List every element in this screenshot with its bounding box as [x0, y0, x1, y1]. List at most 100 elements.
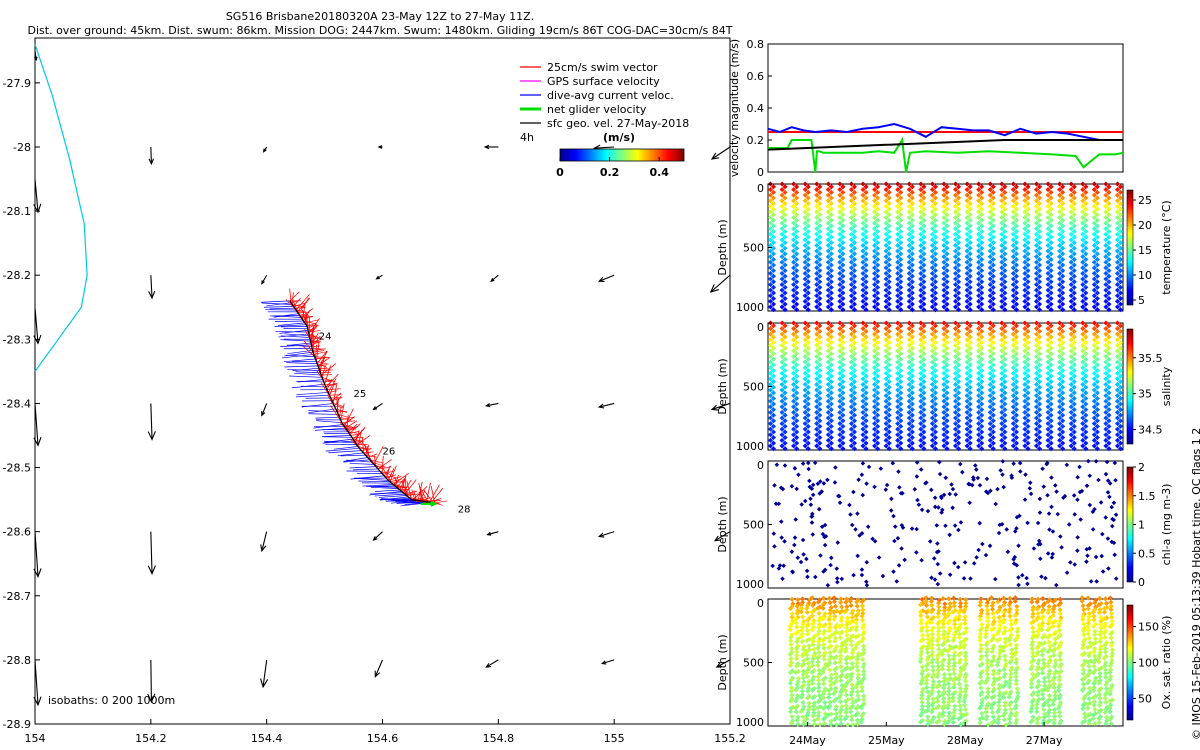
section-point — [1002, 212, 1008, 218]
section-point — [1002, 273, 1008, 279]
vector-shaft — [598, 274, 615, 282]
section-point — [932, 245, 938, 251]
section-point — [953, 270, 959, 276]
dac-vector — [261, 302, 293, 305]
section-ytick-label: 500 — [743, 519, 764, 532]
section-point — [990, 301, 996, 307]
legend-item-sfc: sfc geo. vel. 27-May-2018 — [520, 117, 689, 130]
section-point — [1048, 195, 1054, 201]
swim-vector — [394, 474, 399, 486]
vector-head — [490, 278, 495, 283]
section-point — [814, 270, 820, 276]
section-point — [999, 270, 1005, 276]
vector-shaft — [373, 402, 383, 410]
section-colorbar — [1126, 328, 1134, 445]
section-point — [794, 206, 800, 212]
legend: 25cm/s swim vector GPS surface velocity … — [520, 61, 689, 179]
vector-head — [713, 535, 721, 542]
section-point — [1013, 195, 1019, 201]
section-point — [1013, 184, 1019, 190]
geo-velocity-vector — [485, 402, 499, 408]
swim-vector — [319, 369, 333, 371]
section-point — [964, 304, 970, 310]
section-point — [967, 223, 973, 229]
dac-vector — [291, 383, 325, 389]
section-point — [1025, 251, 1031, 257]
vector-shaft — [714, 531, 731, 542]
section-point — [1013, 240, 1019, 246]
vector-head — [374, 670, 381, 678]
section-point — [791, 181, 797, 187]
section-point — [1010, 181, 1016, 187]
section-point — [976, 270, 982, 276]
section-colorbar — [1126, 466, 1134, 583]
dac-vector — [296, 392, 329, 396]
section-point — [1036, 195, 1043, 201]
section-point — [895, 298, 901, 304]
vector-shaft — [150, 275, 153, 299]
swim-vector — [307, 322, 317, 327]
section-point — [779, 298, 785, 304]
section-point — [987, 298, 993, 304]
section-point — [1057, 187, 1063, 193]
geo-velocity-vector — [147, 403, 156, 441]
dac-vector — [343, 457, 368, 462]
section-point — [779, 192, 785, 198]
dac-vector — [340, 454, 366, 457]
geo-velocity-vector — [372, 531, 383, 541]
section-point — [1048, 234, 1054, 240]
section-point — [1033, 198, 1040, 204]
legend-item-net: net glider velocity — [520, 103, 647, 116]
section-point — [941, 259, 947, 265]
section-point — [964, 187, 970, 193]
section-point — [1002, 301, 1008, 307]
section-point — [1025, 234, 1031, 240]
swim-vector — [366, 445, 371, 460]
section-point — [860, 298, 866, 304]
section-point — [817, 262, 823, 268]
swim-vector — [311, 335, 321, 347]
dac-vector — [286, 354, 315, 358]
swim-vector — [320, 360, 323, 373]
colorbar-tick-label: 15 — [1138, 244, 1152, 257]
geo-velocity-vector — [375, 274, 383, 280]
section-point — [794, 195, 800, 201]
section-point — [791, 254, 797, 260]
section-point — [875, 284, 881, 290]
vector-head — [33, 56, 38, 62]
section-point — [999, 298, 1005, 304]
dac-vector — [295, 394, 330, 398]
section-point — [941, 298, 947, 304]
section-point — [837, 254, 843, 260]
section-point — [837, 214, 843, 221]
section-point — [1036, 284, 1043, 290]
section-point — [779, 259, 785, 265]
section-point — [782, 256, 788, 262]
section-point — [1022, 282, 1028, 288]
section-point — [1060, 234, 1066, 240]
section-point — [875, 273, 881, 279]
dac-vector — [277, 322, 305, 326]
section-point — [1060, 184, 1066, 190]
swim-vector — [324, 365, 331, 385]
section-point — [802, 259, 808, 265]
swim-vector — [377, 459, 392, 470]
swim-vector — [334, 405, 343, 408]
map-ytick-label: -28 — [13, 141, 31, 154]
section-point — [1048, 284, 1054, 290]
section-point — [1025, 240, 1031, 246]
section-point — [1036, 184, 1043, 190]
section-point — [805, 245, 811, 251]
section-point — [770, 301, 777, 307]
dac-vector — [287, 369, 320, 371]
section-point — [1033, 276, 1040, 282]
swim-vector — [377, 467, 391, 470]
section-point — [1033, 287, 1040, 293]
isobath-label: isobaths: 0 200 1000m — [48, 694, 175, 707]
geo-velocity-vector — [597, 274, 615, 282]
section-point — [1057, 226, 1063, 232]
section-point — [1048, 217, 1054, 223]
swim-vector — [295, 294, 310, 311]
section-point — [1025, 262, 1031, 268]
